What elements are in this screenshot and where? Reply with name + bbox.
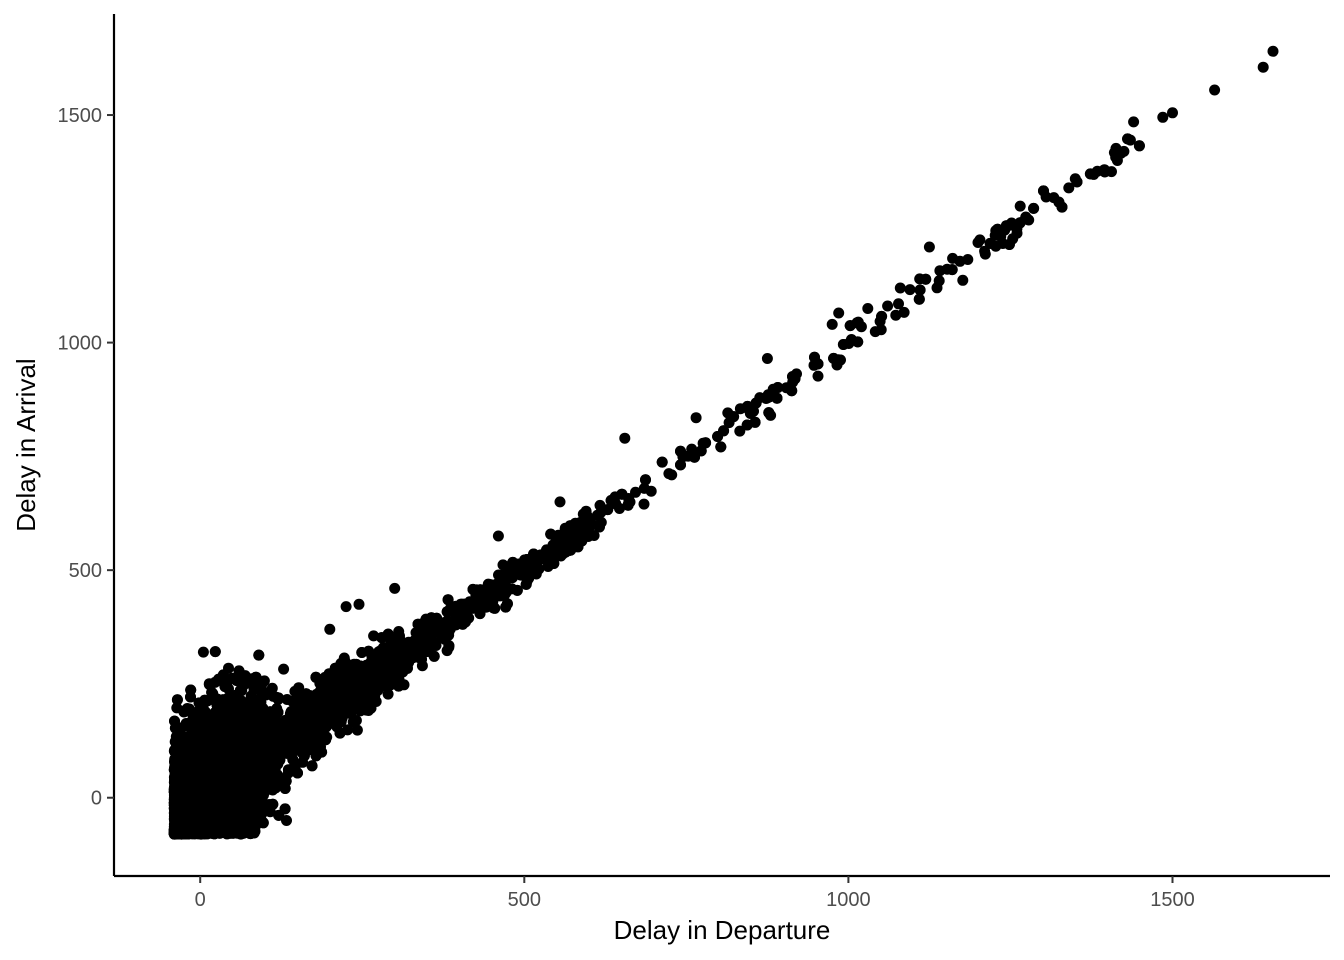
data-point [786,385,798,397]
data-point [869,326,881,338]
data-point [382,628,394,640]
data-point [954,255,966,267]
data-point [772,382,784,393]
data-point [212,674,224,686]
data-point [882,300,894,312]
data-point [281,694,293,705]
data-point [209,646,221,658]
data-point [893,298,904,310]
data-point [382,688,394,700]
data-point [602,504,614,516]
data-point [467,583,479,595]
data-point [890,309,902,321]
data-points [168,45,1279,840]
data-point [334,727,346,739]
data-point [852,336,864,348]
data-point [931,282,943,294]
data-point [645,485,657,497]
data-point [630,486,641,498]
data-point [278,663,290,675]
data-point [898,306,910,318]
data-point [837,339,849,350]
data-point [984,237,996,249]
data-point [298,750,310,762]
data-point [272,693,284,705]
data-point [428,650,440,662]
data-point [640,474,651,486]
data-point [734,425,746,437]
data-point [351,724,363,736]
data-point [934,265,946,277]
data-point [1028,202,1040,214]
data-point [812,370,824,382]
data-point [441,606,453,618]
data-point [715,441,727,453]
data-point [171,694,183,706]
data-point [957,274,969,286]
data-point [904,284,916,296]
data-point [253,649,265,661]
data-point [666,469,678,481]
data-point [979,248,991,260]
data-point [946,264,958,276]
data-point [638,498,650,510]
data-point [281,815,292,826]
data-point [356,647,368,658]
data-point [347,716,359,728]
data-point [1133,140,1145,152]
data-point [914,284,926,296]
data-point [267,798,279,810]
